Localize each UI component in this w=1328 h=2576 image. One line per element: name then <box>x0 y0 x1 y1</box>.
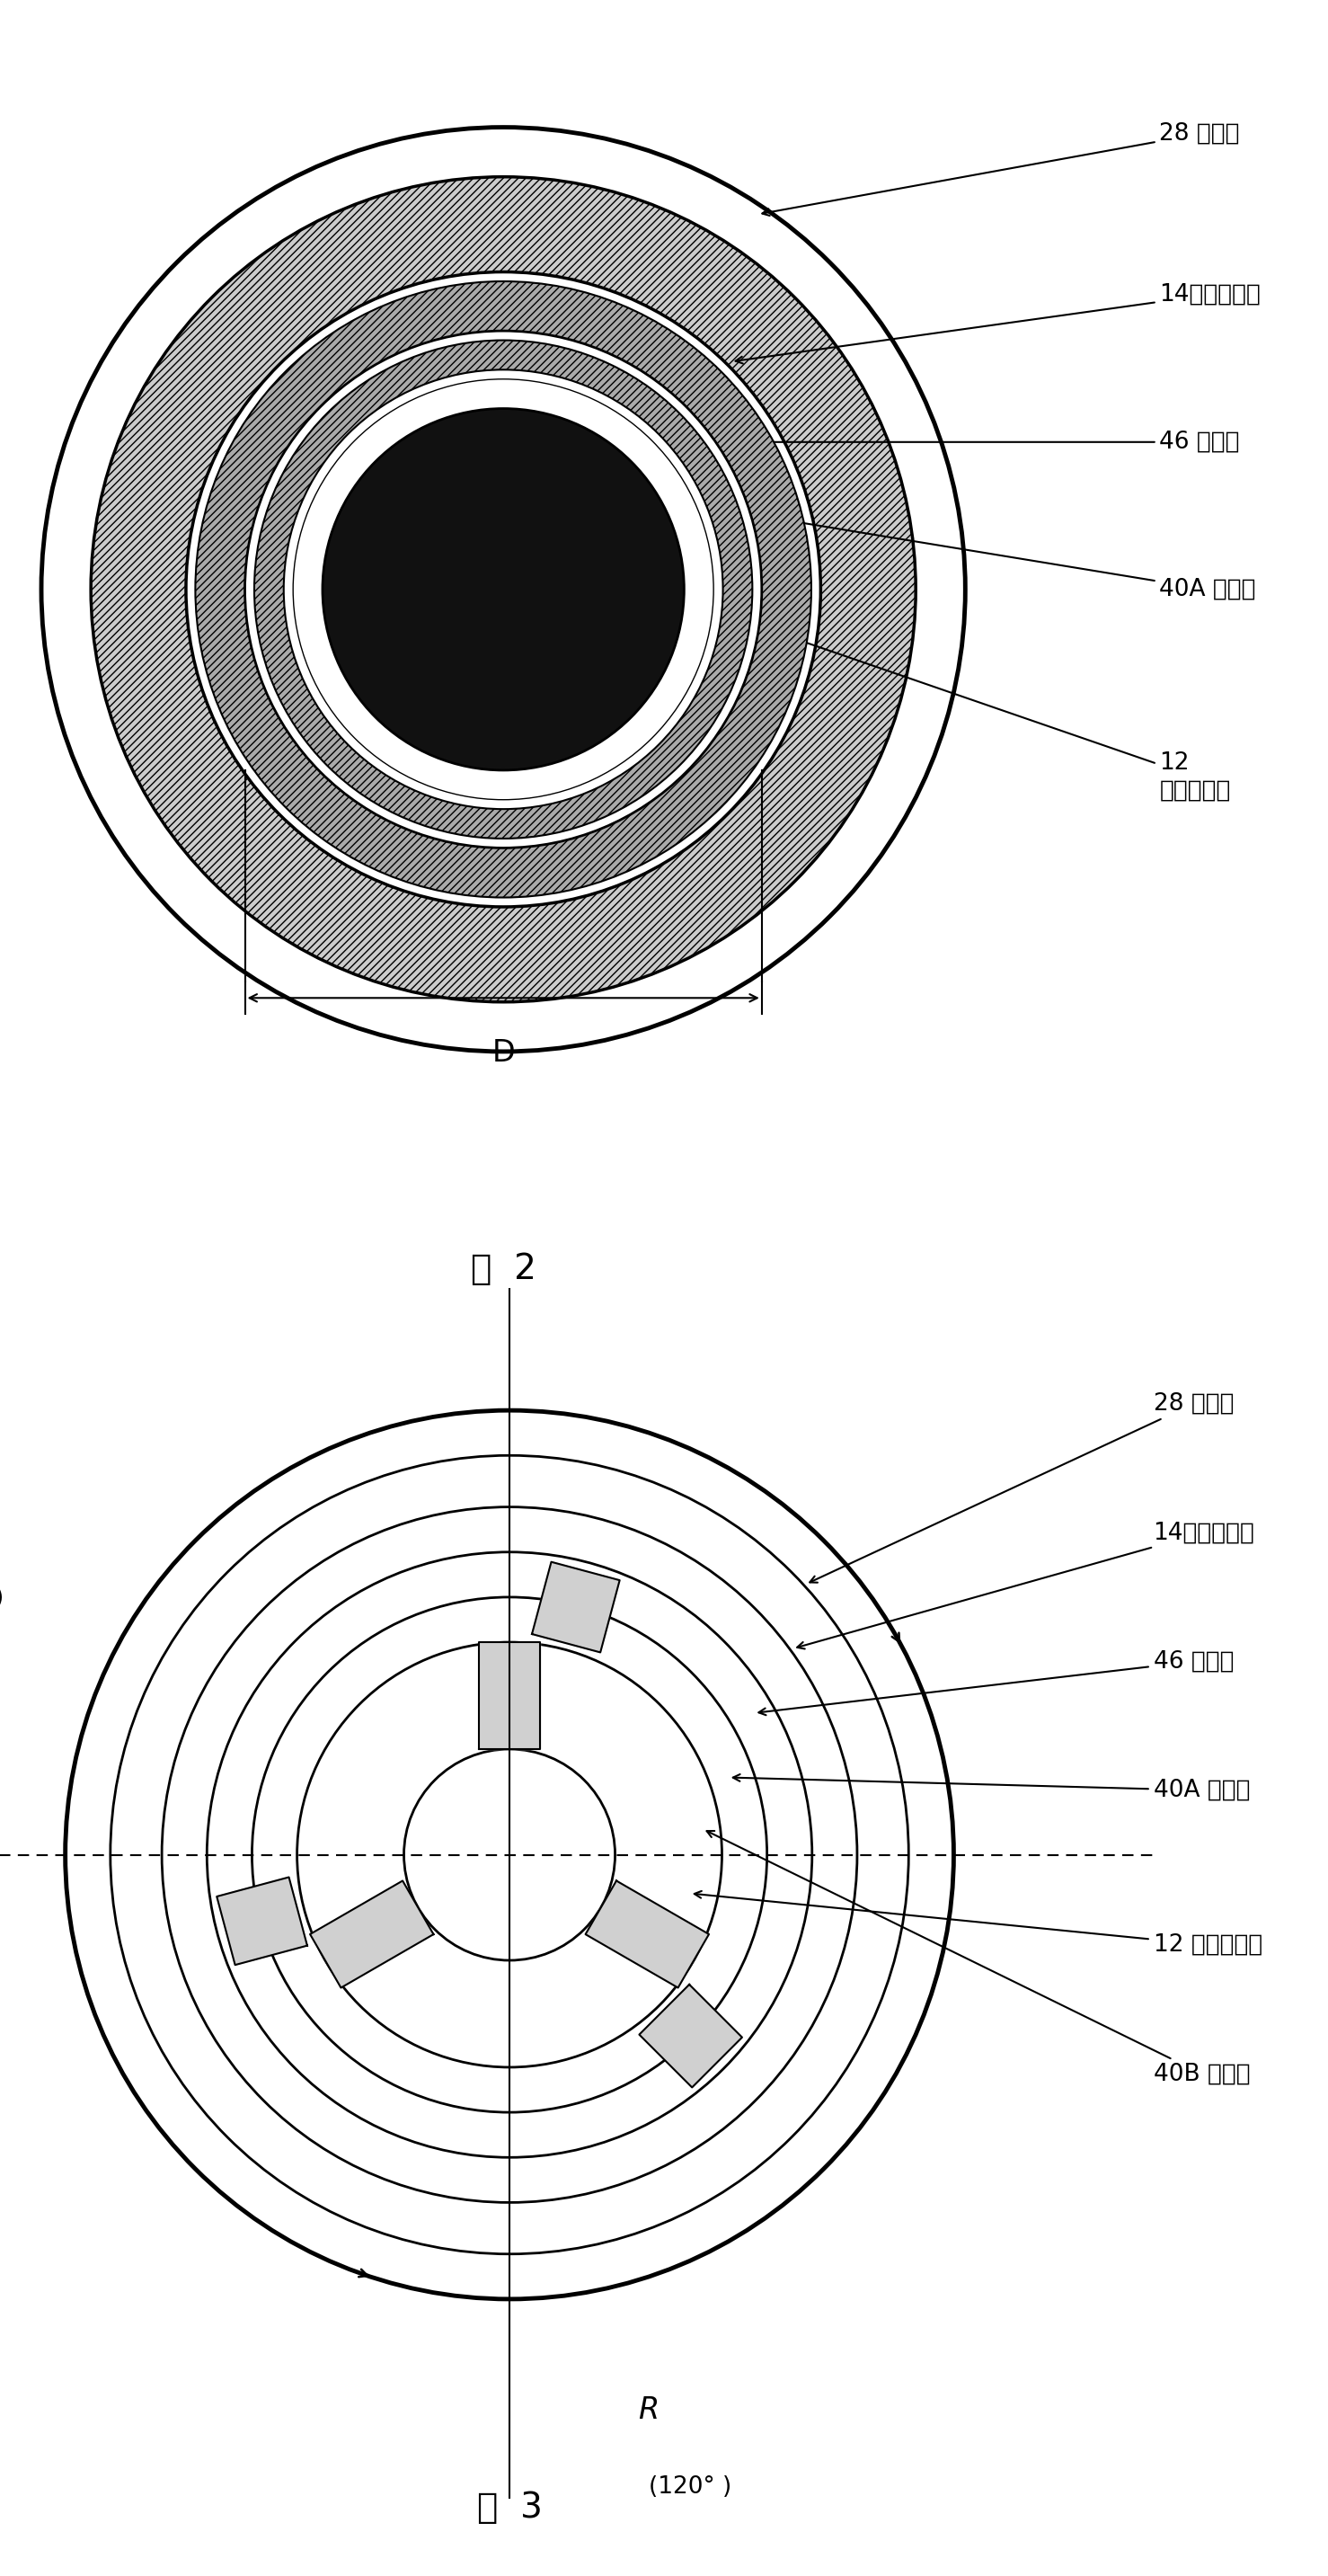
Text: 图  2: 图 2 <box>470 1252 537 1285</box>
Polygon shape <box>309 1880 433 1989</box>
Text: 40A 卷绕部: 40A 卷绕部 <box>733 1775 1250 1803</box>
Polygon shape <box>216 1878 307 1965</box>
Circle shape <box>90 178 916 1002</box>
Circle shape <box>404 1749 615 1960</box>
Text: R: R <box>639 2396 659 2427</box>
Text: 12
内部导线棒: 12 内部导线棒 <box>695 603 1231 801</box>
Text: 28 密封管: 28 密封管 <box>762 121 1240 216</box>
Text: D: D <box>491 1038 515 1069</box>
Polygon shape <box>639 1984 742 2087</box>
Circle shape <box>41 126 965 1051</box>
Text: 14内部玻璃管: 14内部玻璃管 <box>736 283 1260 363</box>
Circle shape <box>293 379 713 799</box>
Circle shape <box>162 1507 857 2202</box>
Text: (120° ): (120° ) <box>648 2476 732 2499</box>
Circle shape <box>244 330 762 848</box>
Circle shape <box>207 1551 811 2156</box>
Circle shape <box>252 1597 768 2112</box>
Circle shape <box>297 1643 722 2066</box>
Polygon shape <box>478 1643 540 1749</box>
Circle shape <box>284 371 722 809</box>
Circle shape <box>186 273 821 907</box>
Text: 46 卷绕箔: 46 卷绕箔 <box>758 1649 1234 1716</box>
Text: (120° ): (120° ) <box>0 1587 4 1610</box>
Polygon shape <box>533 1561 620 1651</box>
Circle shape <box>110 1455 908 2254</box>
Text: 46 卷绕箔: 46 卷绕箔 <box>722 430 1240 453</box>
Circle shape <box>323 410 684 770</box>
Text: 40B 止挡部: 40B 止挡部 <box>706 1832 1250 2087</box>
Circle shape <box>195 281 811 896</box>
Text: 12 内部导线棒: 12 内部导线棒 <box>695 1891 1262 1958</box>
Circle shape <box>65 1412 954 2298</box>
Circle shape <box>254 340 753 840</box>
Text: 40A 卷绕部: 40A 卷绕部 <box>722 507 1256 600</box>
Polygon shape <box>586 1880 709 1989</box>
Text: 28 密封管: 28 密封管 <box>810 1391 1234 1582</box>
Text: 14内部玻璃管: 14内部玻璃管 <box>797 1520 1255 1649</box>
Text: 图  3: 图 3 <box>477 2491 542 2524</box>
